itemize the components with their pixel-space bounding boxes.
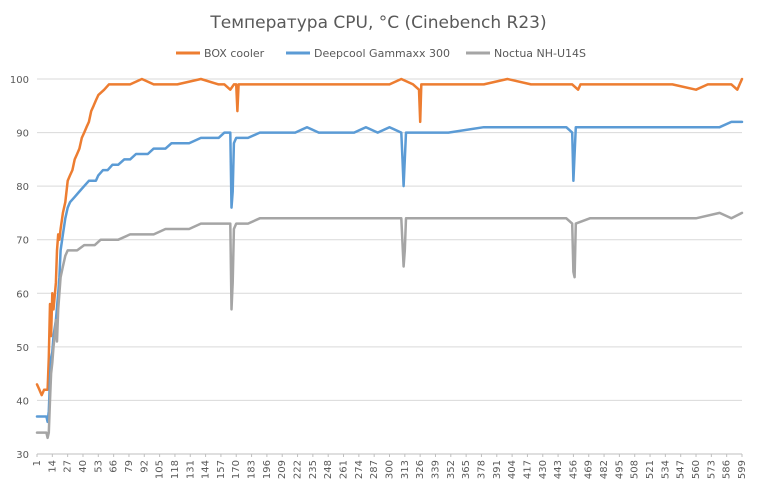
x-tick-label: 118 [170,460,181,479]
x-tick-label: 287 [369,460,380,479]
x-tick-label: 365 [461,460,472,479]
legend-item-noctua-nh-u14s: Noctua NH-U14S [466,47,586,60]
legend-item-box-cooler: BOX cooler [176,47,265,60]
legend-item-deepcool-gammaxx-300: Deepcool Gammaxx 300 [286,47,450,60]
legend: BOX cooler Deepcool Gammaxx 300 Noctua NH-… [176,47,586,60]
x-tick-label: 391 [492,460,503,479]
x-tick-label: 456 [568,460,579,479]
x-tick-label: 469 [584,460,595,479]
x-tick-label: 79 [124,460,135,473]
x-tick-label: 378 [476,460,487,479]
x-tick-label: 534 [660,460,671,479]
x-tick-label: 339 [430,460,441,479]
x-tick-label: 66 [109,460,120,473]
x-tick-label: 248 [323,460,334,479]
y-tick-label: 50 [16,343,29,354]
legend-label: Noctua NH-U14S [494,47,586,60]
chart-title: Температура CPU, °C (Cinebench R23) [209,13,546,33]
x-tick-label: 131 [185,460,196,479]
legend-label: BOX cooler [204,47,265,60]
x-tick-label: 14 [47,460,58,473]
x-tick-label: 521 [645,460,656,479]
x-tick-label: 573 [706,460,717,479]
x-tick-label: 326 [415,460,426,479]
x-tick-label: 157 [216,460,227,479]
x-tick-label: 404 [507,460,518,479]
x-tick-label: 417 [522,460,533,479]
x-tick-label: 560 [691,460,702,479]
x-tick-label: 170 [231,460,242,479]
y-tick-label: 80 [16,182,29,193]
series-line-deepcool-gammaxx-300 [35,120,744,424]
x-tick-label: 235 [308,460,319,479]
x-tick-label: 430 [538,460,549,479]
series-line-noctua-nh-u14s [35,211,744,440]
y-tick-label: 70 [16,236,29,247]
x-tick-label: 313 [400,460,411,479]
x-tick-label: 547 [676,460,687,479]
x-tick-label: 599 [737,460,748,479]
x-tick-label: 274 [354,460,365,479]
y-tick-label: 90 [16,129,29,140]
x-tick-label: 1 [32,460,43,466]
x-tick-label: 27 [63,460,74,473]
y-tick-label: 40 [16,396,29,407]
x-tick-label: 482 [599,460,610,479]
y-tick-label: 100 [10,75,29,86]
series-line-box-cooler [35,77,744,397]
x-tick-label: 586 [722,460,733,479]
x-tick-label: 53 [93,460,104,473]
series-group [35,77,744,440]
x-tick-label: 300 [385,460,396,479]
grid-lines [37,78,742,455]
x-tick-label: 261 [339,460,350,479]
x-tick-label: 352 [446,460,457,479]
x-axis-ticks: 1 14 27 40 53 66 79 92 105 118 131 144 157 170 183 196 2… [32,454,748,479]
x-tick-label: 92 [139,460,150,473]
x-tick-label: 183 [247,460,258,479]
x-tick-label: 209 [277,460,288,479]
y-tick-label: 30 [16,450,29,461]
x-tick-label: 495 [614,460,625,479]
x-tick-label: 105 [155,460,166,479]
legend-label: Deepcool Gammaxx 300 [314,47,450,60]
x-tick-label: 196 [262,460,273,479]
x-tick-label: 40 [78,460,89,473]
x-tick-label: 144 [201,460,212,479]
y-axis-ticks: 30 40 50 60 70 80 90 100 [10,75,29,461]
x-tick-label: 222 [293,460,304,479]
x-tick-label: 508 [630,460,641,479]
y-tick-label: 60 [16,289,29,300]
x-tick-label: 443 [553,460,564,479]
